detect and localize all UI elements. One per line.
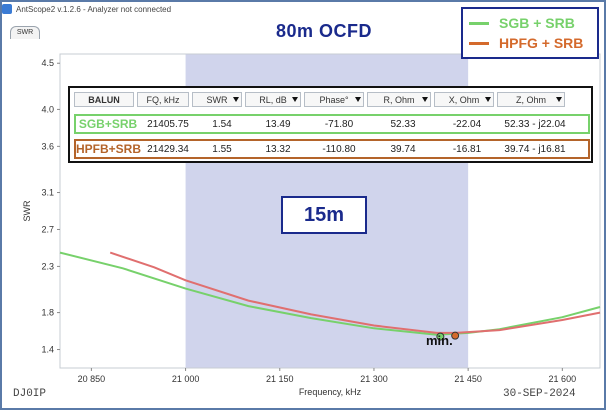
y-axis-label: SWR bbox=[22, 200, 32, 221]
cell-rl: 13.32 bbox=[265, 143, 291, 155]
title-bar: AntScope2 v.1.2.6 - Analyzer not connect… bbox=[2, 2, 462, 16]
legend-swatch-sgb bbox=[469, 21, 489, 25]
cell-r: 52.33 bbox=[390, 118, 416, 130]
y-tick-label: 4.0 bbox=[41, 104, 54, 114]
column-header-x[interactable]: X, Ohm bbox=[434, 92, 494, 107]
column-header-phase[interactable]: Phase° bbox=[304, 92, 364, 107]
x-tick-label: 21 300 bbox=[360, 374, 388, 384]
y-tick-label: 2.7 bbox=[41, 224, 54, 234]
cell-swr: 1.55 bbox=[212, 143, 232, 155]
series-line-sgb bbox=[59, 251, 601, 336]
cell-phase: -71.80 bbox=[324, 118, 354, 130]
x-axis-label: Frequency, kHz bbox=[299, 387, 362, 397]
plot-area bbox=[59, 53, 601, 369]
column-header-fq[interactable]: FQ, kHz bbox=[137, 92, 189, 107]
y-tick-label: 2.3 bbox=[41, 261, 54, 271]
cell-fq: 21429.34 bbox=[147, 143, 189, 155]
column-header-balun[interactable]: BALUN bbox=[74, 92, 134, 107]
cell-swr: 1.54 bbox=[212, 118, 232, 130]
table-row[interactable]: HPFB+SRB 21429.34 1.55 13.32 -110.80 39.… bbox=[74, 139, 590, 159]
dropdown-icon[interactable] bbox=[292, 97, 298, 102]
cell-balun: HPFB+SRB bbox=[76, 142, 142, 156]
legend-label-sgb: SGB + SRB bbox=[499, 15, 575, 31]
dropdown-icon[interactable] bbox=[355, 97, 361, 102]
legend-label-hpfg: HPFG + SRB bbox=[499, 35, 584, 51]
window-title: AntScope2 v.1.2.6 - Analyzer not connect… bbox=[16, 4, 172, 14]
x-tick-label: 20 850 bbox=[78, 374, 106, 384]
dropdown-icon[interactable] bbox=[233, 97, 239, 102]
min-label: min. bbox=[426, 333, 453, 348]
min-marker-0 bbox=[436, 332, 445, 341]
y-tick-label: 3.1 bbox=[41, 188, 54, 198]
legend-item-sgb: SGB + SRB bbox=[469, 15, 575, 31]
app-icon bbox=[2, 4, 12, 14]
dropdown-icon[interactable] bbox=[422, 97, 428, 102]
x-tick-label: 21 450 bbox=[454, 374, 482, 384]
y-tick-label: 1.4 bbox=[41, 345, 54, 355]
cell-x: -16.81 bbox=[452, 143, 482, 155]
cell-phase: -110.80 bbox=[322, 143, 356, 155]
plot-title: 80m OCFD bbox=[276, 21, 373, 41]
dropdown-icon[interactable] bbox=[485, 97, 491, 102]
date: 30-SEP-2024 bbox=[503, 388, 576, 400]
series-line-hpfg bbox=[109, 251, 601, 334]
column-header-z[interactable]: Z, Ohm bbox=[497, 92, 565, 107]
column-header-swr[interactable]: SWR bbox=[192, 92, 242, 107]
table-header: BALUN FQ, kHz SWR RL, dB Phase° R, Ohm X… bbox=[74, 92, 565, 107]
cell-x: -22.04 bbox=[452, 118, 482, 130]
column-header-r[interactable]: R, Ohm bbox=[367, 92, 431, 107]
legend-swatch-hpfg bbox=[469, 41, 489, 45]
cell-rl: 13.49 bbox=[265, 118, 291, 130]
table-row[interactable]: SGB+SRB 21405.75 1.54 13.49 -71.80 52.33… bbox=[74, 114, 590, 134]
column-header-rl[interactable]: RL, dB bbox=[245, 92, 301, 107]
x-tick-label: 21 150 bbox=[266, 374, 294, 384]
y-tick-label: 3.6 bbox=[41, 141, 54, 151]
legend-item-hpfg: HPFG + SRB bbox=[469, 35, 583, 51]
cell-z: 39.74 - j16.81 bbox=[504, 143, 566, 155]
x-tick-label: 21 600 bbox=[549, 374, 577, 384]
measurement-table: BALUN FQ, kHz SWR RL, dB Phase° R, Ohm X… bbox=[68, 86, 593, 163]
y-tick-label: 4.5 bbox=[41, 58, 54, 68]
dropdown-icon[interactable] bbox=[556, 97, 562, 102]
cell-balun: SGB+SRB bbox=[78, 117, 138, 131]
tab-swr[interactable]: SWR bbox=[10, 26, 40, 39]
cell-z: 52.33 - j22.04 bbox=[504, 118, 566, 130]
y-tick-label: 1.8 bbox=[41, 308, 54, 318]
legend: SGB + SRB HPFG + SRB bbox=[461, 7, 599, 59]
band-label: 15m bbox=[281, 196, 367, 234]
callsign: DJ0IP bbox=[13, 388, 47, 400]
x-tick-label: 21 000 bbox=[172, 374, 200, 384]
min-marker-1 bbox=[451, 331, 460, 340]
cell-fq: 21405.75 bbox=[147, 118, 189, 130]
cell-r: 39.74 bbox=[390, 143, 416, 155]
